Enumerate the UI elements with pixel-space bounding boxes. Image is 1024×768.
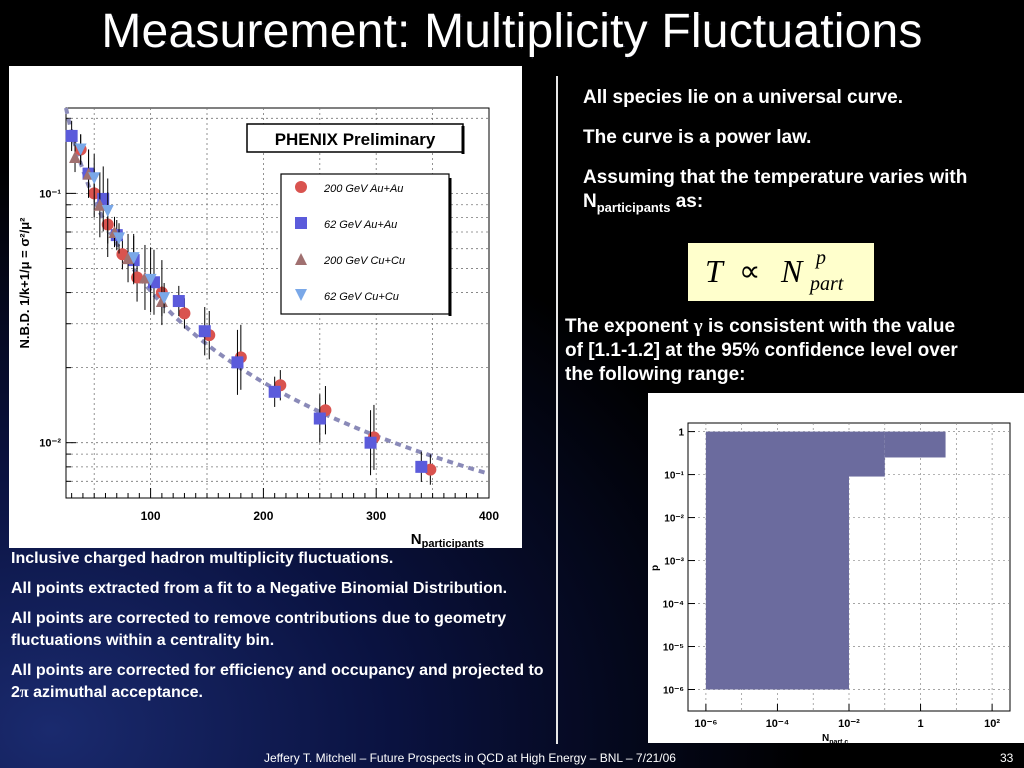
x-tick-label: 10⁻⁶ <box>694 718 717 730</box>
x-axis-label: Nparticipants <box>411 531 484 548</box>
legend-label: 200 GeV Au+Au <box>323 183 403 195</box>
bullet-universal-curve: All species lie on a universal curve. <box>583 87 903 108</box>
data-point <box>178 307 191 320</box>
y-tick-label: 1 <box>678 428 684 439</box>
data-point <box>101 204 114 217</box>
y-axis-label: N.B.D. 1/k+1/μ = σ²/μ² <box>17 217 32 349</box>
bullet-temperature: Assuming that the temperature varies wit… <box>583 167 968 215</box>
left-bullets: Inclusive charged hadron multiplicity fl… <box>11 548 559 712</box>
probability-chart-panel: 10⁻⁶ 10⁻⁴ 10⁻² 1 10² 1 10⁻¹ 10⁻² 10⁻³ 10⁻⁴ 10⁻⁵ 10⁻… <box>648 393 1024 746</box>
x-tick-label: 200 <box>253 509 273 523</box>
data-point <box>172 295 185 308</box>
bullet-power-law: The curve is a power law. <box>583 127 812 148</box>
data-point <box>65 129 78 142</box>
x-tick-label: 10⁻⁴ <box>766 718 789 730</box>
legend-marker <box>295 181 307 193</box>
legend-marker <box>295 253 307 265</box>
bullet-inclusive: Inclusive charged hadron multiplicity fl… <box>11 550 394 567</box>
x-axis-label: Npart,c <box>822 733 848 743</box>
y-tick-label: 10⁻¹ <box>39 188 61 200</box>
x-tick-label: 10⁻² <box>838 718 860 730</box>
y-tick-label: 10⁻⁵ <box>663 643 684 654</box>
data-point <box>198 325 211 338</box>
legend-label: 62 GeV Au+Au <box>324 219 397 231</box>
slide-title: Measurement: Multiplicity Fluctuations <box>101 5 923 58</box>
legend-marker <box>295 217 307 229</box>
legend-marker <box>295 289 307 301</box>
bullet-efficiency: All points are corrected for efficiency … <box>11 662 544 701</box>
data-point <box>364 436 377 449</box>
legend-label: 200 GeV Cu+Cu <box>323 255 405 267</box>
x-tick-label: 300 <box>366 509 386 523</box>
data-point <box>231 356 244 369</box>
y-tick-label: 10⁻³ <box>664 557 684 568</box>
data-point <box>74 143 87 156</box>
nbd-chart-panel: 100 200 300 400 10⁻¹ 10⁻² Nparticipants N.B.D. … <box>9 66 522 550</box>
data-point <box>69 150 82 163</box>
y-tick-label: 10⁻² <box>39 438 61 450</box>
legend-box <box>280 173 450 315</box>
bullet-geometry: All points are corrected to remove contr… <box>11 610 507 649</box>
data-point <box>88 172 101 185</box>
y-tick-label: 10⁻¹ <box>664 471 684 482</box>
data-point <box>155 295 168 308</box>
column-divider <box>556 76 558 744</box>
probability-chart: 10⁻⁶ 10⁻⁴ 10⁻² 1 10² 1 10⁻¹ 10⁻² 10⁻³ 10⁻⁴ 10⁻⁵ 10⁻… <box>650 422 1011 746</box>
data-point <box>268 385 281 398</box>
data-point <box>144 273 157 286</box>
legend-label: 62 GeV Cu+Cu <box>324 291 399 303</box>
chart-title: PHENIX Preliminary <box>275 130 436 149</box>
data-point <box>424 463 437 476</box>
power-law-formula: T ∝ N p part <box>688 243 874 301</box>
data-point <box>127 252 140 265</box>
data-point <box>158 292 171 305</box>
excluded-region <box>849 431 885 477</box>
y-tick-label: 10⁻⁶ <box>663 686 684 697</box>
excluded-region <box>705 431 849 690</box>
y-tick-label: 10⁻⁴ <box>663 600 684 611</box>
nbd-chart: 100 200 300 400 10⁻¹ 10⁻² Nparticipants N.B.D. … <box>17 107 499 550</box>
x-tick-label: 100 <box>141 509 161 523</box>
excluded-region <box>884 431 946 458</box>
x-tick-label: 10² <box>984 718 1000 730</box>
y-axis-label: p <box>650 565 661 571</box>
x-tick-label: 400 <box>479 509 499 523</box>
x-tick-label: 1 <box>917 718 923 730</box>
data-point <box>93 198 106 211</box>
data-point <box>113 232 126 245</box>
data-point <box>122 252 135 265</box>
page-number: 33 <box>1000 751 1014 765</box>
y-tick-label: 10⁻² <box>664 514 684 525</box>
right-bullets: All species lie on a universal curve. Th… <box>583 86 1003 220</box>
bullet-nbd-fit: All points extracted from a fit to a Neg… <box>11 580 508 597</box>
data-point <box>313 412 326 425</box>
footer-text: Jeffery T. Mitchell – Future Prospects i… <box>264 751 676 765</box>
footer: Jeffery T. Mitchell – Future Prospects i… <box>0 750 1024 768</box>
data-point <box>415 460 428 473</box>
exponent-text: The exponent γ is consistent with the va… <box>565 316 958 385</box>
